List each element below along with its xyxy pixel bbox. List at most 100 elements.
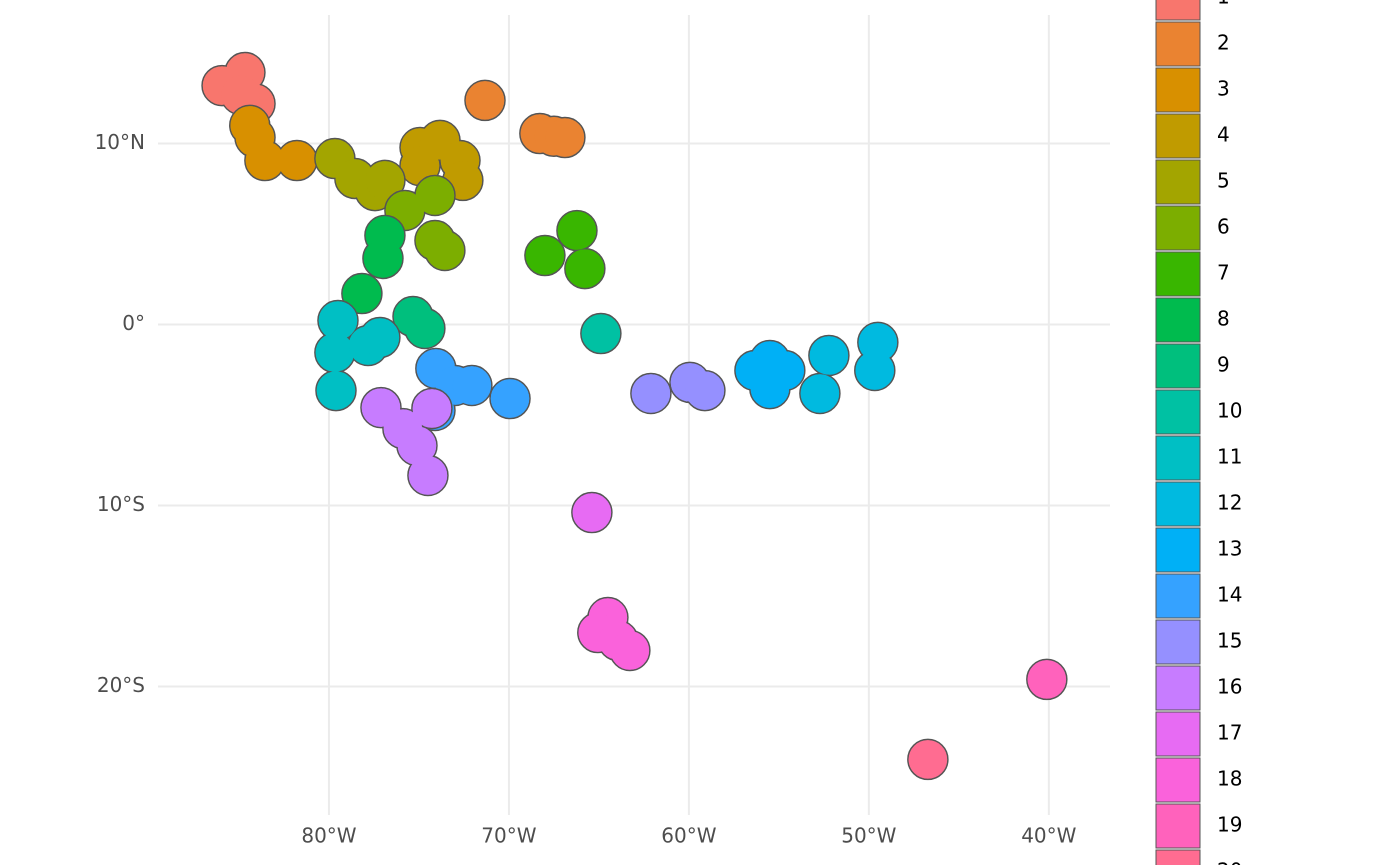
region-fill	[1027, 660, 1067, 699]
x-tick-label: 50°W	[841, 824, 896, 848]
legend-key	[1155, 711, 1201, 757]
region-fill	[425, 231, 465, 270]
x-tick-label: 60°W	[661, 824, 716, 848]
legend-label: 18	[1217, 767, 1242, 791]
region-group	[1026, 658, 1068, 701]
region-fill	[318, 301, 358, 340]
y-tick-label: 20°S	[97, 673, 145, 697]
x-tick-label: 40°W	[1021, 824, 1076, 848]
legend-key	[1155, 297, 1201, 343]
legend-key	[1155, 849, 1201, 865]
region-fill	[363, 239, 403, 278]
legend-key	[1155, 389, 1201, 435]
legend-label: 12	[1217, 491, 1242, 515]
region-fill	[245, 141, 285, 180]
legend-key	[1155, 481, 1201, 527]
legend-key	[1155, 665, 1201, 711]
region-fill	[557, 211, 597, 250]
region-group	[734, 339, 806, 410]
legend-label: 2	[1217, 31, 1230, 55]
region-group	[229, 104, 318, 182]
y-tick-label: 0°	[122, 311, 145, 335]
region-group	[577, 596, 651, 672]
region-fill	[397, 426, 437, 465]
legend-label: 13	[1217, 537, 1242, 561]
legend-label: 6	[1217, 215, 1230, 239]
legend-key	[1155, 159, 1201, 205]
legend-label: 7	[1217, 261, 1230, 285]
region-fill	[412, 389, 452, 428]
legend-label: 10	[1217, 399, 1242, 423]
region-fill	[400, 146, 440, 185]
legend-key	[1155, 251, 1201, 297]
region-group	[907, 738, 949, 781]
region-fill	[581, 314, 621, 353]
region-group	[360, 386, 453, 497]
y-tick-label: 10°S	[97, 492, 145, 516]
region-fill	[365, 161, 405, 200]
legend-label: 20	[1217, 859, 1242, 865]
x-tick-label: 70°W	[481, 824, 536, 848]
region-group	[571, 491, 613, 534]
region-group	[580, 312, 622, 355]
legend-key	[1155, 0, 1201, 21]
legend-key	[1155, 113, 1201, 159]
x-tick-label: 80°W	[301, 824, 356, 848]
region-group	[392, 295, 446, 350]
region-fill	[315, 333, 355, 372]
legend-label: 8	[1217, 307, 1230, 331]
region-fill	[277, 141, 317, 180]
legend-label: 17	[1217, 721, 1242, 745]
region-fill	[750, 369, 790, 408]
region-fill	[545, 118, 585, 157]
legend-key	[1155, 573, 1201, 619]
legend-label: 4	[1217, 123, 1230, 147]
region-group	[630, 361, 726, 415]
region-fill	[342, 274, 382, 313]
region-fill	[800, 374, 840, 413]
region-group	[799, 321, 899, 415]
region-fill	[631, 374, 671, 413]
region-fill	[565, 249, 605, 288]
region-fill	[855, 351, 894, 390]
legend-key	[1155, 205, 1201, 251]
legend-label: 1	[1217, 0, 1230, 9]
region-fill	[408, 456, 448, 495]
region-fill	[610, 631, 650, 670]
legend-key	[1155, 67, 1201, 113]
region-group	[464, 79, 586, 159]
y-tick-label: 10°N	[95, 130, 145, 154]
region-group	[314, 137, 406, 212]
region-group	[314, 299, 401, 412]
region-fill	[465, 81, 505, 120]
legend-label: 19	[1217, 813, 1242, 837]
region-fill	[221, 75, 260, 114]
region-group	[524, 209, 606, 290]
legend-label: 16	[1217, 675, 1242, 699]
legend-key	[1155, 21, 1201, 67]
legend-label: 11	[1217, 445, 1242, 469]
region-fill	[405, 309, 445, 348]
region-fill	[360, 318, 400, 357]
legend-key	[1155, 757, 1201, 803]
region-group	[341, 214, 406, 315]
legend-key	[1155, 435, 1201, 481]
region-fill	[685, 371, 725, 410]
region-fill	[908, 740, 948, 779]
legend-label: 9	[1217, 353, 1230, 377]
legend-key	[1155, 527, 1201, 573]
region-fill	[572, 493, 612, 532]
region-fill	[452, 366, 492, 405]
region-fill	[858, 323, 898, 362]
legend-label: 3	[1217, 77, 1230, 101]
legend-key	[1155, 619, 1201, 665]
region-fill	[415, 176, 455, 215]
legend-key	[1155, 343, 1201, 389]
region-fill	[490, 379, 530, 418]
legend-label: 5	[1217, 169, 1230, 193]
region-fill	[316, 371, 356, 410]
region-fill	[525, 236, 565, 275]
legend-label: 14	[1217, 583, 1242, 607]
region-fill	[809, 336, 849, 375]
legend-key	[1155, 803, 1201, 849]
